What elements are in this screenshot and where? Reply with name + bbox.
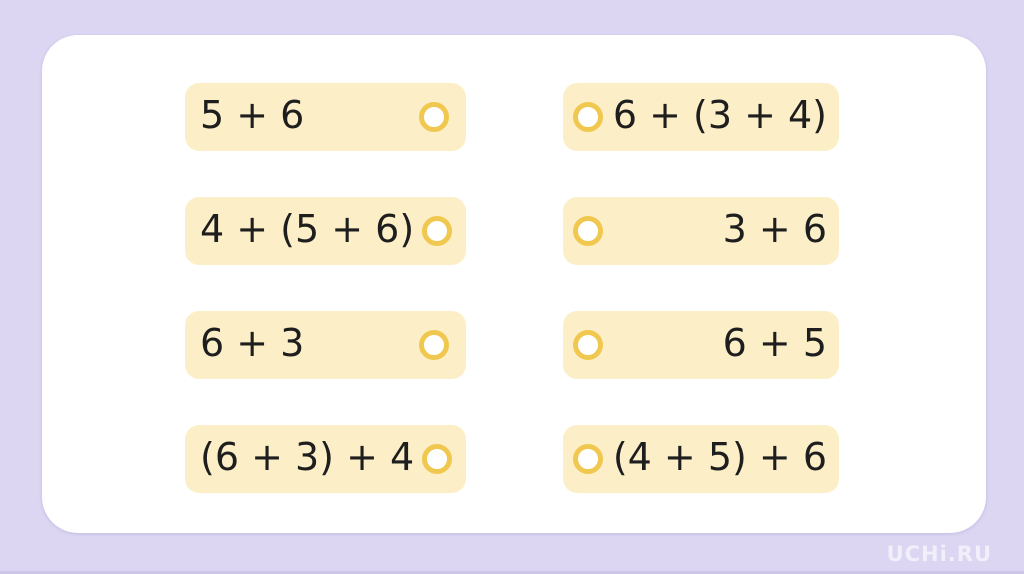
expression-label: 6 + 3 bbox=[200, 321, 305, 365]
expression-label: 6 + 5 bbox=[722, 321, 827, 365]
radio-circle-icon[interactable] bbox=[573, 330, 603, 360]
radio-circle-icon[interactable] bbox=[573, 102, 603, 132]
expression-label: 5 + 6 bbox=[200, 93, 305, 137]
match-card-left-4[interactable]: (6 + 3) + 4 bbox=[185, 425, 466, 493]
radio-circle-icon[interactable] bbox=[419, 102, 449, 132]
left-column: 5 + 6 4 + (5 + 6) 6 + 3 (6 + 3) + 4 bbox=[185, 83, 466, 493]
uchi-ru-watermark: UCHi.RU bbox=[886, 542, 992, 566]
radio-circle-icon[interactable] bbox=[419, 330, 449, 360]
radio-circle-icon[interactable] bbox=[422, 216, 453, 246]
expression-label: (4 + 5) + 6 bbox=[612, 435, 827, 479]
radio-circle-icon[interactable] bbox=[422, 444, 453, 474]
exercise-panel: 5 + 6 4 + (5 + 6) 6 + 3 (6 + 3) + 4 6 + … bbox=[42, 35, 986, 533]
match-card-left-3[interactable]: 6 + 3 bbox=[185, 311, 466, 379]
match-card-right-1[interactable]: 6 + (3 + 4) bbox=[563, 83, 839, 151]
match-card-left-2[interactable]: 4 + (5 + 6) bbox=[185, 197, 466, 265]
expression-label: 3 + 6 bbox=[722, 207, 827, 251]
radio-circle-icon[interactable] bbox=[573, 444, 603, 474]
bottom-edge-strip bbox=[0, 571, 1024, 574]
expression-label: (6 + 3) + 4 bbox=[200, 435, 415, 479]
radio-circle-icon[interactable] bbox=[573, 216, 603, 246]
match-card-right-3[interactable]: 6 + 5 bbox=[563, 311, 839, 379]
match-card-right-4[interactable]: (4 + 5) + 6 bbox=[563, 425, 839, 493]
right-column: 6 + (3 + 4) 3 + 6 6 + 5 (4 + 5) + 6 bbox=[563, 83, 839, 493]
expression-label: 4 + (5 + 6) bbox=[200, 207, 415, 251]
expression-label: 6 + (3 + 4) bbox=[612, 93, 827, 137]
match-card-right-2[interactable]: 3 + 6 bbox=[563, 197, 839, 265]
match-card-left-1[interactable]: 5 + 6 bbox=[185, 83, 466, 151]
